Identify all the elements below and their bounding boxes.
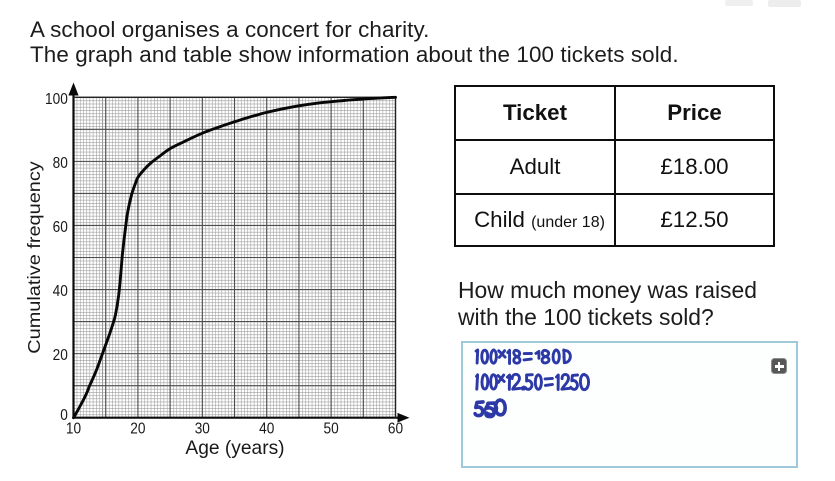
svg-text:30: 30 (195, 421, 210, 438)
svg-text:0: 0 (60, 407, 68, 424)
svg-text:10: 10 (66, 421, 81, 438)
svg-text:20: 20 (53, 347, 68, 364)
svg-text:100: 100 (45, 91, 68, 108)
svg-text:50: 50 (324, 421, 339, 438)
svg-text:Age (years): Age (years) (185, 438, 284, 459)
svg-text:60: 60 (388, 421, 403, 438)
svg-text:20: 20 (130, 421, 145, 438)
svg-text:80: 80 (53, 155, 68, 172)
svg-text:Cumulative frequency: Cumulative frequency (24, 161, 44, 354)
svg-text:60: 60 (53, 219, 68, 236)
svg-text:40: 40 (259, 421, 274, 438)
svg-text:40: 40 (53, 283, 68, 300)
